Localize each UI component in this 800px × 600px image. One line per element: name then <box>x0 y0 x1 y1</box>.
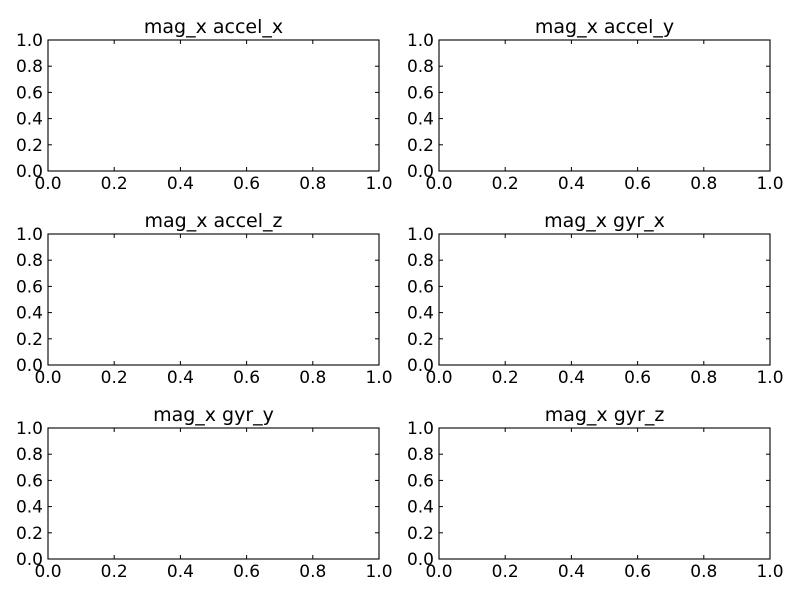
y-tick-label: 0.2 <box>16 136 43 156</box>
y-tick-label: 0.2 <box>16 330 43 350</box>
y-tick-label: 0.6 <box>16 277 43 297</box>
x-tick-label: 1.0 <box>756 368 783 388</box>
subplot-title: mag_x gyr_z <box>545 404 665 426</box>
x-tick-label: 0.0 <box>34 368 61 388</box>
subplot-1: mag_x accel_x 0.0 0.2 0.4 0.6 0.8 1.0 0.0 0.2 0.4… <box>16 16 393 194</box>
y-tick-label: 0.2 <box>407 524 434 544</box>
plot-frame <box>47 39 380 172</box>
y-tick-label: 0.8 <box>407 251 434 271</box>
y-tick-label: 0.8 <box>407 445 434 465</box>
x-tick-label: 1.0 <box>365 174 392 194</box>
subplot-3: mag_x accel_z 0.0 0.2 0.4 0.6 0.8 1.0 0.0 0.2 0.4… <box>16 210 393 388</box>
x-tick-label: 0.8 <box>690 368 717 388</box>
y-tick-label: 0.8 <box>407 57 434 77</box>
y-tick-label: 1.0 <box>407 419 434 439</box>
subplot-title: mag_x gyr_x <box>544 210 665 232</box>
y-tick-label: 0.6 <box>407 471 434 491</box>
y-tick-label: 1.0 <box>16 225 43 245</box>
x-tick-label: 0.8 <box>299 368 326 388</box>
subplot-4: mag_x gyr_x 0.0 0.2 0.4 0.6 0.8 1.0 0.0 0.2 0.4 0.… <box>407 210 784 388</box>
x-tick-label: 0.4 <box>167 174 194 194</box>
y-tick-label: 0.2 <box>407 330 434 350</box>
y-tick-label: 0.6 <box>407 277 434 297</box>
x-tick-label: 0.4 <box>558 562 585 582</box>
subplot-2: mag_x accel_y 0.0 0.2 0.4 0.6 0.8 1.0 0.0 0.2 0.4… <box>407 16 784 194</box>
y-tick-label: 0.6 <box>16 83 43 103</box>
subplot-title: mag_x accel_x <box>144 16 283 38</box>
x-tick-label: 1.0 <box>756 174 783 194</box>
x-tick-label: 1.0 <box>365 368 392 388</box>
x-tick-label: 0.2 <box>101 174 128 194</box>
y-tick-label: 1.0 <box>407 31 434 51</box>
x-tick-label: 0.4 <box>558 368 585 388</box>
y-tick-label: 0.2 <box>16 524 43 544</box>
y-tick-label: 0.4 <box>16 304 43 324</box>
x-tick-label: 0.2 <box>492 562 519 582</box>
x-tick-label: 0.2 <box>492 174 519 194</box>
x-tick-label: 0.0 <box>425 174 452 194</box>
plot-frame <box>438 233 771 366</box>
plot-frame <box>438 427 771 560</box>
x-tick-label: 0.0 <box>34 174 61 194</box>
y-tick-label: 0.4 <box>16 498 43 518</box>
x-tick-label: 0.4 <box>558 174 585 194</box>
y-tick-label: 0.6 <box>16 471 43 491</box>
x-tick-label: 0.8 <box>299 562 326 582</box>
x-tick-label: 1.0 <box>365 562 392 582</box>
y-tick-label: 1.0 <box>16 419 43 439</box>
subplot-6: mag_x gyr_z 0.0 0.2 0.4 0.6 0.8 1.0 0.0 0.2 0.4 0.… <box>407 404 784 582</box>
x-tick-label: 0.2 <box>492 368 519 388</box>
x-tick-label: 0.2 <box>101 368 128 388</box>
x-tick-label: 0.6 <box>233 368 260 388</box>
x-tick-label: 0.6 <box>624 174 651 194</box>
x-tick-label: 0.2 <box>101 562 128 582</box>
y-tick-label: 0.0 <box>407 356 434 376</box>
plot-frame <box>47 233 380 366</box>
x-tick-label: 0.8 <box>690 562 717 582</box>
x-tick-label: 0.4 <box>167 368 194 388</box>
x-tick-label: 0.4 <box>167 562 194 582</box>
plot-frame <box>438 39 771 172</box>
x-tick-label: 0.6 <box>233 174 260 194</box>
y-tick-label: 0.8 <box>16 57 43 77</box>
y-tick-label: 0.4 <box>407 110 434 130</box>
x-tick-label: 0.6 <box>233 562 260 582</box>
y-tick-label: 0.4 <box>16 110 43 130</box>
y-tick-label: 0.0 <box>16 550 43 570</box>
y-tick-label: 0.0 <box>16 162 43 182</box>
y-tick-label: 0.2 <box>407 136 434 156</box>
x-tick-label: 0.8 <box>299 174 326 194</box>
subplot-5: mag_x gyr_y 0.0 0.2 0.4 0.6 0.8 1.0 0.0 0.2 0.4 0.… <box>16 404 393 582</box>
y-tick-label: 0.8 <box>16 445 43 465</box>
x-tick-label: 1.0 <box>756 562 783 582</box>
y-tick-label: 0.6 <box>407 83 434 103</box>
y-tick-label: 0.0 <box>407 162 434 182</box>
x-tick-label: 0.6 <box>624 562 651 582</box>
y-tick-label: 0.4 <box>407 304 434 324</box>
subplot-title: mag_x accel_z <box>145 210 283 232</box>
y-tick-label: 0.0 <box>16 356 43 376</box>
y-tick-label: 1.0 <box>16 31 43 51</box>
x-tick-label: 0.0 <box>34 562 61 582</box>
x-tick-label: 0.6 <box>624 368 651 388</box>
plot-frame <box>47 427 380 560</box>
y-tick-label: 1.0 <box>407 225 434 245</box>
x-tick-label: 0.0 <box>425 368 452 388</box>
subplot-title: mag_x gyr_y <box>153 404 274 426</box>
x-tick-label: 0.0 <box>425 562 452 582</box>
x-tick-label: 0.8 <box>690 174 717 194</box>
y-tick-label: 0.0 <box>407 550 434 570</box>
y-tick-label: 0.8 <box>16 251 43 271</box>
y-tick-label: 0.4 <box>407 498 434 518</box>
subplot-title: mag_x accel_y <box>535 16 674 38</box>
